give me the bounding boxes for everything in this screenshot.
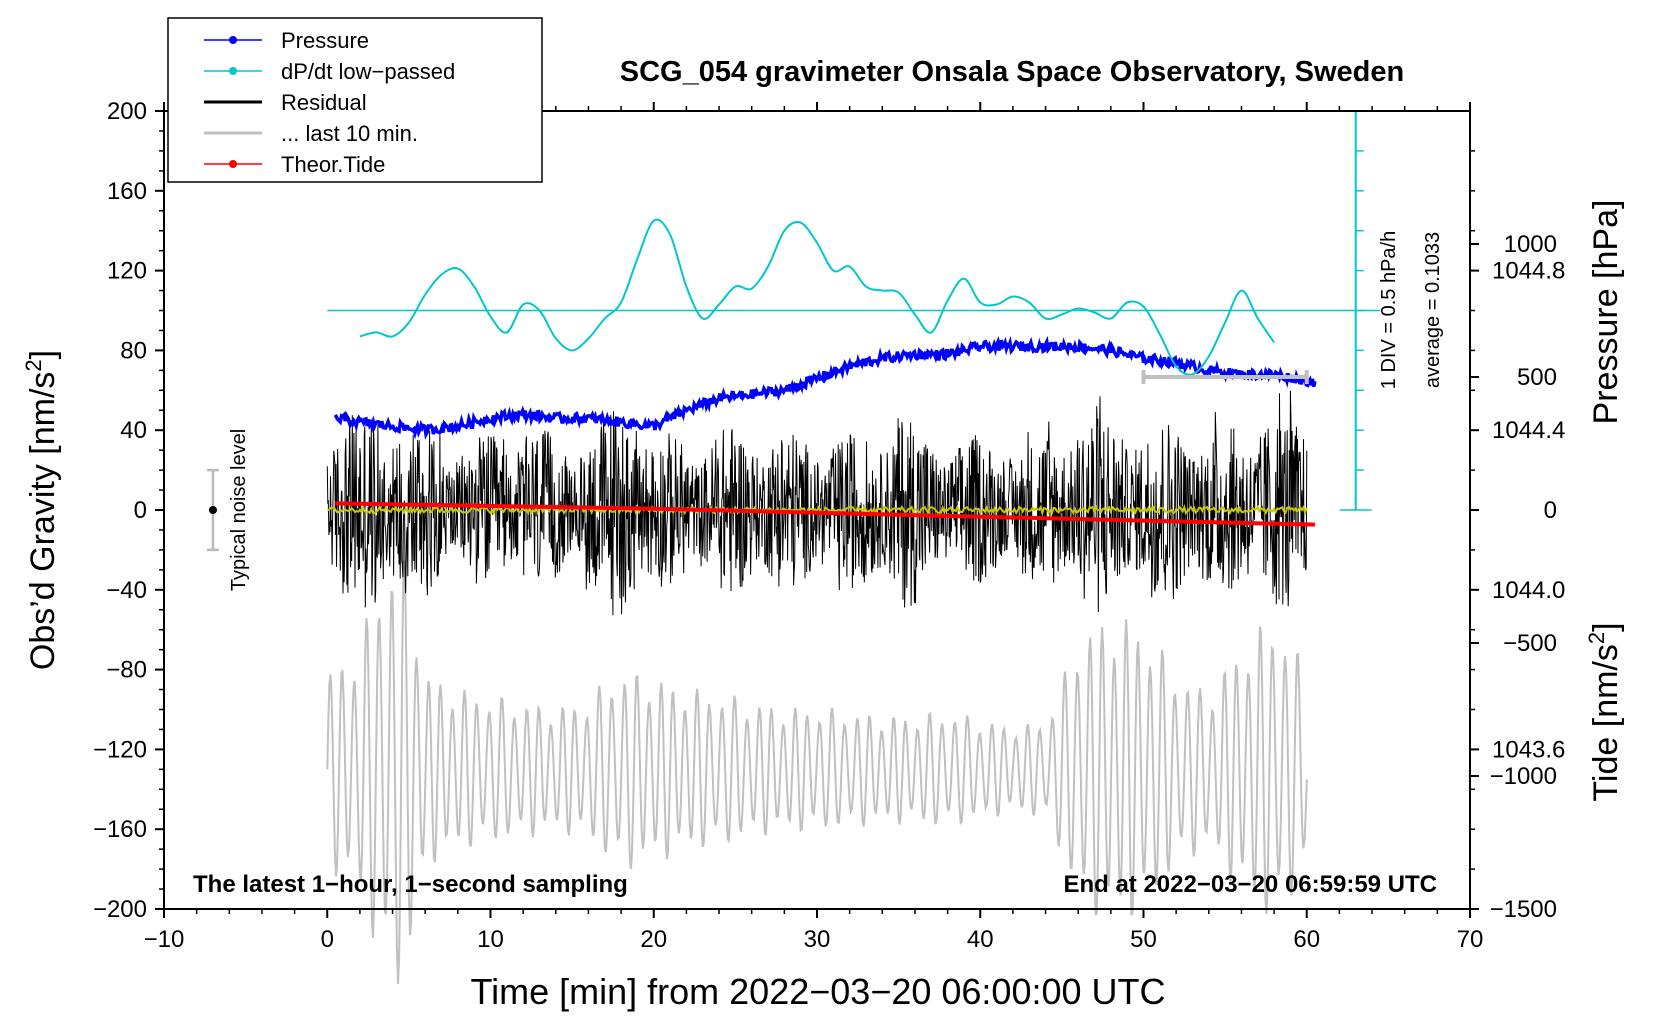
x-tick-label: −10 <box>144 926 185 953</box>
legend-marker <box>229 67 237 75</box>
y-tick-label: −40 <box>106 577 147 604</box>
y-tick-label: −160 <box>93 816 147 843</box>
legend-label: Residual <box>281 90 367 115</box>
tide-axis-label: Tide [nm/s2] <box>1584 622 1625 801</box>
tide-line <box>335 501 1315 527</box>
pressure-line <box>333 335 1317 440</box>
y-tick-label: 40 <box>120 417 147 444</box>
tide-tick-label: 0 <box>1544 497 1557 524</box>
last10-trace <box>326 560 1308 985</box>
x-tick-label: 40 <box>967 926 994 953</box>
legend-label: dP/dt low−passed <box>281 59 455 84</box>
tide-tick-label: 1000 <box>1504 231 1557 258</box>
noise-label: Typical noise level <box>228 429 250 591</box>
x-tick-label: 50 <box>1130 926 1157 953</box>
y-tick-label: 0 <box>134 497 147 524</box>
chart-title: SCG_054 gravimeter Onsala Space Observat… <box>620 56 1404 88</box>
tide-tick-label: −1500 <box>1490 896 1557 923</box>
note-left: The latest 1−hour, 1−second sampling <box>193 871 628 898</box>
tide-tick-label: −500 <box>1503 630 1557 657</box>
y-tick-label: −120 <box>93 736 147 763</box>
x-tick-label: 10 <box>477 926 504 953</box>
legend-box <box>167 17 543 183</box>
legend-marker <box>229 36 237 44</box>
x-tick-label: 60 <box>1293 926 1320 953</box>
pressure-tick-label: 1044.0 <box>1492 577 1565 604</box>
legend-label: ... last 10 min. <box>281 121 418 146</box>
x-tick-label: 20 <box>640 926 667 953</box>
y-axis-label: Obs’d Gravity [nm/s2] <box>21 350 62 670</box>
x-tick-label: 70 <box>1457 926 1484 953</box>
pressure-tick-label: 1044.4 <box>1492 417 1565 444</box>
dpdt-average-label: average = 0.1033 <box>1422 232 1444 388</box>
y-tick-label: 200 <box>107 98 147 125</box>
y-tick-label: 80 <box>120 337 147 364</box>
tide-tick-label: −1000 <box>1490 763 1557 790</box>
dpdt-line <box>359 218 1275 376</box>
note-right: End at 2022−03−20 06:59:59 UTC <box>1063 871 1437 898</box>
legend-label: Theor.Tide <box>281 152 385 177</box>
legend-marker <box>229 160 237 168</box>
y-tick-label: 120 <box>107 258 147 285</box>
pressure-axis-label: Pressure [hPa] <box>1587 200 1625 425</box>
legend-label: Pressure <box>281 28 369 53</box>
pressure-tick-label: 1044.8 <box>1492 258 1565 285</box>
x-axis-label: Time [min] from 2022−03−20 06:00:00 UTC <box>470 971 1165 1012</box>
pressure-tick-label: 1043.6 <box>1492 736 1565 763</box>
x-tick-label: 0 <box>321 926 334 953</box>
y-tick-label: −200 <box>93 896 147 923</box>
y-tick-label: −80 <box>106 657 147 684</box>
y-tick-label: 160 <box>107 178 147 205</box>
noise-bar-center <box>208 506 217 514</box>
dpdt-scale-label: 1 DIV = 0.5 hPa/h <box>1378 231 1400 389</box>
residual-trace <box>326 390 1308 616</box>
tide-tick-label: 500 <box>1517 364 1557 391</box>
x-tick-label: 30 <box>804 926 831 953</box>
